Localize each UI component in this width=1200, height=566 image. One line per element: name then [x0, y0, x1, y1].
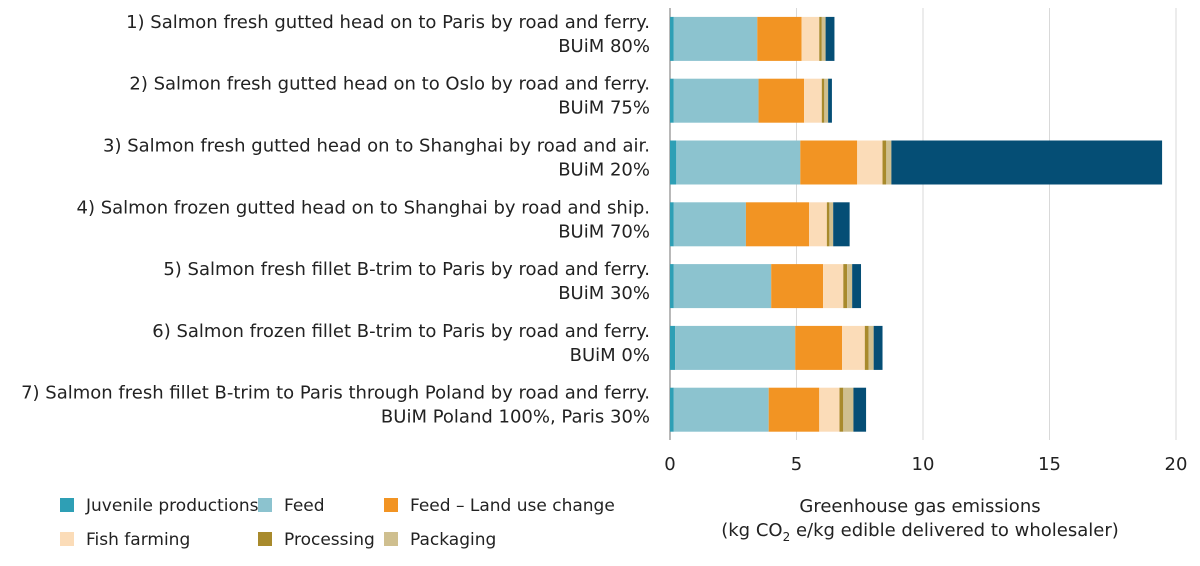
bar-segment — [670, 387, 674, 432]
x-tick-label: 0 — [664, 454, 675, 475]
legend-label: Fish farming — [86, 530, 190, 550]
x-tick-label: 10 — [912, 454, 935, 475]
legend-swatch — [258, 532, 272, 546]
bar-segment — [771, 264, 824, 309]
legend-swatch — [60, 532, 74, 546]
bar-segment — [673, 16, 758, 61]
bar-segment — [675, 325, 796, 370]
x-axis-title-line2: (kg CO2 e/kg edible delivered to wholesa… — [721, 520, 1119, 544]
bar-segment — [819, 16, 822, 61]
bar-segment — [795, 325, 843, 370]
category-label: BUiM 20% — [558, 160, 650, 181]
x-tick-label: 5 — [791, 454, 802, 475]
legend-label: Juvenile productions — [85, 496, 259, 516]
x-axis-title-prefix: (kg CO — [721, 520, 782, 541]
bars — [670, 16, 1163, 432]
bar-segment — [673, 202, 746, 247]
bar-segment — [847, 264, 853, 309]
bar-segment — [673, 387, 769, 432]
category-label: 5) Salmon fresh fillet B-trim to Paris b… — [163, 259, 650, 280]
bar-segment — [826, 202, 830, 247]
category-label: BUiM 30% — [558, 283, 650, 304]
bar-segment — [757, 16, 802, 61]
category-labels: 1) Salmon fresh gutted head on to Paris … — [21, 12, 650, 428]
x-axis-title-line1: Greenhouse gas emissions — [799, 496, 1040, 517]
bar-segment — [824, 78, 829, 123]
x-tick-label: 20 — [1165, 454, 1188, 475]
category-label: BUiM 70% — [558, 221, 650, 242]
bar-segment — [829, 202, 834, 247]
x-axis-title-suffix: e/kg edible delivered to wholesaler) — [790, 520, 1119, 541]
legend: Juvenile productions Feed Feed – Land use … — [60, 496, 615, 566]
bar-segment — [886, 140, 892, 185]
bar-segment — [758, 78, 805, 123]
bar-segment — [804, 78, 822, 123]
category-label: BUiM 0% — [570, 345, 650, 366]
bar-segment — [670, 325, 676, 370]
bar-segment — [670, 78, 674, 123]
bar-segment — [882, 140, 887, 185]
bar-segment — [852, 264, 862, 309]
bar-segment — [843, 264, 848, 309]
category-label: 2) Salmon fresh gutted head on to Oslo b… — [129, 74, 650, 95]
legend-label: Feed – Land use change — [410, 496, 615, 516]
bar-segment — [670, 264, 674, 309]
bar-segment — [868, 325, 874, 370]
x-axis-title-subscript: 2 — [783, 530, 791, 544]
bar-segment — [676, 140, 801, 185]
bar-segment — [673, 78, 759, 123]
bar-segment — [839, 387, 844, 432]
legend-label: Feed — [284, 496, 325, 516]
bar-segment — [842, 325, 865, 370]
bar-segment — [670, 16, 674, 61]
bar-segment — [825, 16, 835, 61]
x-tick-label: 15 — [1038, 454, 1061, 475]
bar-segment — [673, 264, 772, 309]
legend-label: Packaging — [410, 530, 496, 550]
bar-segment — [821, 78, 825, 123]
bar-segment — [843, 387, 854, 432]
category-label: 6) Salmon frozen fillet B-trim to Paris … — [152, 321, 650, 342]
legend-swatch — [384, 532, 398, 546]
legend-label: Export — [86, 564, 142, 566]
bar-segment — [670, 202, 674, 247]
bar-segment — [823, 264, 844, 309]
bar-segment — [891, 140, 1163, 185]
bar-segment — [768, 387, 820, 432]
bar-segment — [857, 140, 883, 185]
category-label: 1) Salmon fresh gutted head on to Paris … — [126, 12, 650, 33]
x-axis-title: Greenhouse gas emissions (kg CO2 e/kg ed… — [721, 496, 1119, 544]
bar-segment — [873, 325, 883, 370]
bar-segment — [828, 78, 832, 123]
category-label: BUiM Poland 100%, Paris 30% — [381, 407, 650, 428]
bar-segment — [833, 202, 850, 247]
bar-segment — [821, 16, 826, 61]
x-axis-ticks: 0 5 10 15 20 — [664, 454, 1187, 475]
legend-label: Processing — [284, 530, 375, 550]
category-label: BUiM 80% — [558, 36, 650, 57]
bar-segment — [670, 140, 677, 185]
bar-segment — [801, 16, 820, 61]
bar-segment — [800, 140, 858, 185]
category-label: 3) Salmon fresh gutted head on to Shangh… — [103, 136, 650, 157]
bar-segment — [809, 202, 827, 247]
category-label: 4) Salmon frozen gutted head on to Shang… — [77, 197, 650, 218]
category-label: BUiM 75% — [558, 98, 650, 119]
bar-segment — [745, 202, 810, 247]
legend-swatch — [384, 498, 398, 512]
bar-segment — [864, 325, 869, 370]
bar-segment — [819, 387, 840, 432]
category-label: 7) Salmon fresh fillet B-trim to Paris t… — [21, 383, 650, 404]
legend-swatch — [60, 498, 74, 512]
bar-segment — [853, 387, 867, 432]
legend-swatch — [258, 498, 272, 512]
